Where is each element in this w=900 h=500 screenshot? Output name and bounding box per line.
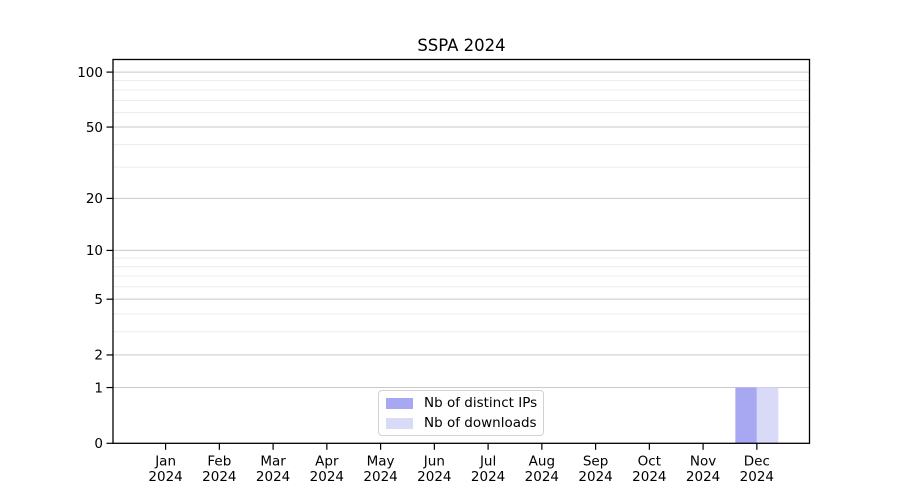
legend-swatch-distinct-ips: [386, 397, 413, 409]
x-tick-label-year: 2024: [148, 469, 182, 485]
y-tick-label: 5: [94, 292, 103, 308]
y-tick-label: 50: [86, 120, 103, 136]
x-tick-label-year: 2024: [417, 469, 451, 485]
y-tick-label: 2: [94, 348, 103, 364]
x-tick-label-month: May: [367, 454, 395, 470]
x-tick-label-month: Jul: [479, 454, 496, 470]
legend-label-distinct-ips: Nb of distinct IPs: [424, 395, 538, 411]
chart-title: SSPA 2024: [417, 36, 506, 55]
legend: Nb of distinct IPs Nb of downloads: [378, 390, 544, 436]
x-tick-label-month: Apr: [315, 454, 339, 470]
x-tick-label-month: Oct: [638, 454, 661, 470]
x-tick-label-month: Mar: [260, 454, 286, 470]
x-tick-label-month: Nov: [690, 454, 716, 470]
y-tick-label: 0: [94, 436, 103, 452]
x-tick-label-year: 2024: [310, 469, 344, 485]
legend-item-downloads: Nb of downloads: [386, 415, 543, 431]
y-tick-label: 10: [86, 243, 103, 259]
x-tick-label-year: 2024: [686, 469, 720, 485]
legend-swatch-downloads: [386, 417, 413, 429]
x-tick-label-month: Dec: [744, 454, 770, 470]
x-tick-label-year: 2024: [740, 469, 774, 485]
x-tick-label-month: Feb: [207, 454, 231, 470]
x-tick-label-year: 2024: [363, 469, 397, 485]
legend-item-distinct-ips: Nb of distinct IPs: [386, 395, 543, 411]
x-tick-label-year: 2024: [632, 469, 666, 485]
x-tick-label-month: Aug: [529, 454, 555, 470]
x-tick-label-month: Sep: [583, 454, 608, 470]
x-tick-label-year: 2024: [471, 469, 505, 485]
legend-label-downloads: Nb of downloads: [424, 415, 537, 431]
x-tick-label-year: 2024: [578, 469, 612, 485]
y-tick-label: 100: [77, 65, 103, 81]
plot-frame: [112, 58, 811, 444]
y-tick-label: 1: [94, 380, 103, 396]
x-tick-label-year: 2024: [202, 469, 236, 485]
y-tick-label: 20: [86, 191, 103, 207]
x-tick-label-year: 2024: [525, 469, 559, 485]
x-tick-label-year: 2024: [256, 469, 290, 485]
x-tick-label-month: Jun: [423, 454, 445, 470]
bar-downloads: [756, 387, 779, 444]
bar-distinct-ips: [735, 387, 757, 444]
x-tick-label-month: Jan: [154, 454, 176, 470]
